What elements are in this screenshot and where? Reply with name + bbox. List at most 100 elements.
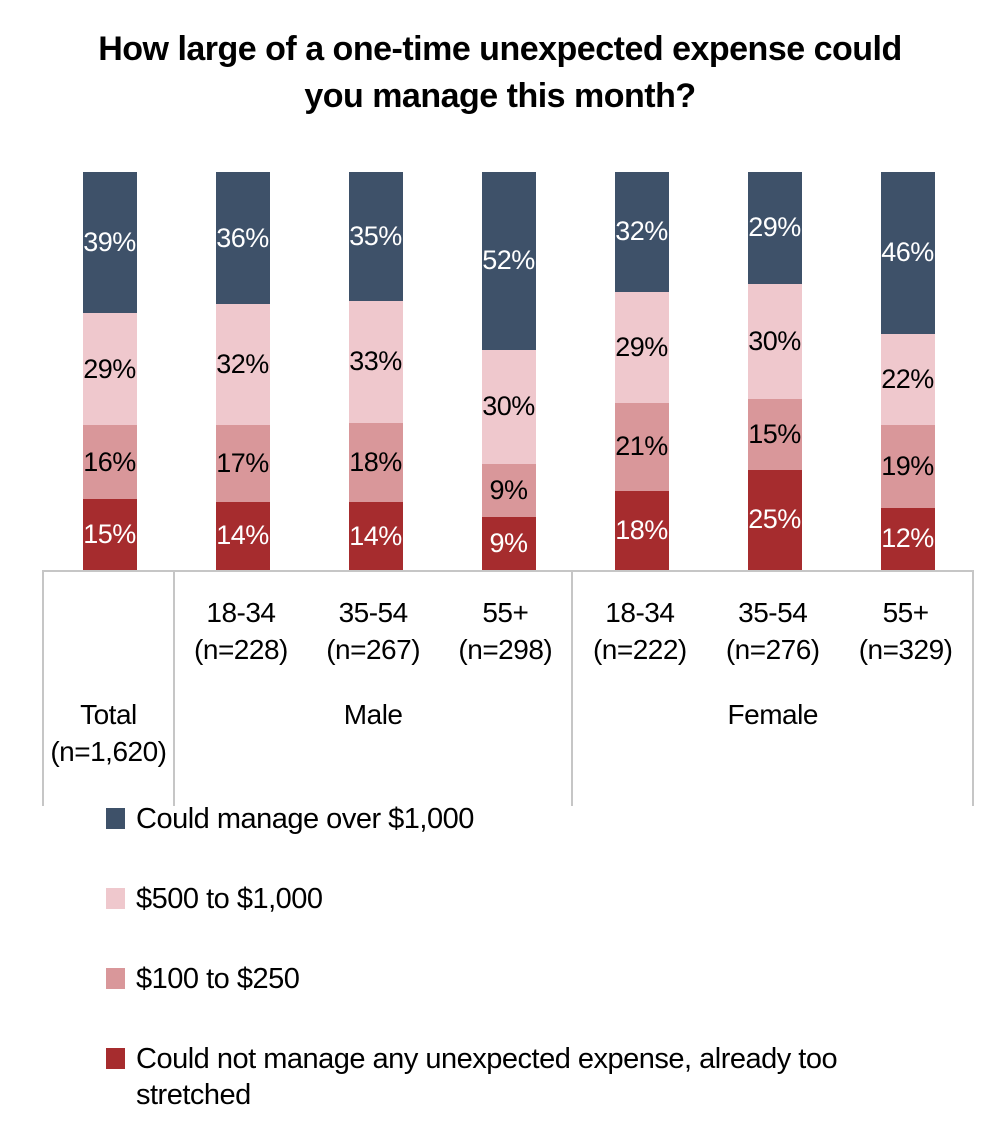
bar-segment-label: 16% [83, 446, 136, 477]
bar-segment: 21% [614, 402, 669, 491]
bar-segment: 29% [82, 313, 137, 426]
axis-label-total-name: Total [80, 699, 137, 730]
bar-segment: 30% [481, 349, 536, 464]
bar-segment: 14% [215, 501, 270, 570]
axis-column-total: Total (n=1,620) [44, 572, 175, 806]
category-axis-table: Total (n=1,620) 18-34 (n=228) 35-54 (n=2… [42, 570, 974, 806]
bar-segment-label: 29% [748, 212, 801, 243]
bar-segment-label: 18% [349, 447, 402, 478]
bar-segment-label: 9% [489, 474, 528, 505]
bar-segment-label: 19% [881, 451, 934, 482]
stacked-bar: 39% 29% 16% 15% [82, 172, 137, 571]
bar-segment-label: 30% [748, 325, 801, 356]
bar-segment: 9% [481, 463, 536, 517]
bar-segment-label: 52% [482, 245, 535, 276]
bar-segment-label: 29% [615, 331, 668, 362]
axis-label-male-35-54: 35-54 (n=267) [326, 597, 421, 665]
bar-segment-label: 14% [216, 520, 269, 551]
axis-column-male: 18-34 (n=228) 35-54 (n=267) 55+ (n=298) … [175, 572, 574, 806]
axis-age-row-male: 18-34 (n=228) 35-54 (n=267) 55+ (n=298) [175, 594, 572, 668]
bar-segment-label: 15% [748, 418, 801, 449]
bar-segment: 30% [747, 283, 802, 399]
bar-segment-label: 36% [216, 222, 269, 253]
stacked-bar: 52% 30% 9% 9% [481, 172, 536, 570]
legend-item-label: $500 to $1,000 [136, 883, 323, 915]
bar-segment-label: 25% [748, 504, 801, 535]
bar-segment-label: 30% [482, 391, 535, 422]
bar-segment: 18% [614, 490, 669, 570]
bar-segment: 52% [481, 172, 536, 350]
bar-segment-label: 18% [615, 514, 668, 545]
legend-swatch-icon [106, 888, 125, 909]
bar-segment-label: 12% [881, 523, 934, 554]
bar-segment-label: 32% [615, 216, 668, 247]
legend-item-500-to-1000: $500 to $1,000 [106, 881, 884, 961]
axis-label-female-35-54: 35-54 (n=276) [725, 597, 820, 665]
axis-age-row-female: 18-34 (n=222) 35-54 (n=276) 55+ (n=329) [573, 594, 972, 668]
legend-item-label: $100 to $250 [136, 963, 300, 995]
bar-segment: 39% [82, 172, 137, 314]
legend-item-label: Could manage over $1,000 [136, 803, 474, 835]
bar-segment-label: 35% [349, 220, 402, 251]
stacked-bar: 36% 32% 17% 14% [215, 172, 270, 570]
bar-column: 29% 30% 15% 25% [708, 172, 841, 570]
bar-segment: 36% [215, 172, 270, 305]
bar-segment: 16% [82, 425, 137, 500]
axis-label-male-group: Male [343, 699, 403, 730]
legend-swatch-icon [106, 1048, 125, 1069]
axis-label-female-group: Female [727, 699, 819, 730]
bar-segment: 19% [880, 425, 935, 508]
stacked-bar: 32% 29% 21% 18% [614, 172, 669, 570]
bar-chart-plot-area: 39% 29% 16% 15% 36% 32% 17% 14% 35% 33% 18% 14% 52% 3… [43, 172, 974, 571]
bar-segment-label: 21% [615, 431, 668, 462]
bar-column: 52% 30% 9% 9% [442, 172, 575, 570]
axis-label-female-55plus: 55+ (n=329) [858, 597, 953, 665]
legend-item-label: Could not manage any unexpected expense,… [136, 1043, 838, 1111]
axis-label-total-n: (n=1,620) [50, 736, 167, 767]
bar-segment-label: 22% [881, 363, 934, 394]
bar-segment: 25% [747, 469, 802, 570]
legend: Could manage over $1,000 $500 to $1,000 … [106, 801, 884, 1121]
bar-segment: 32% [215, 304, 270, 426]
bar-segment-label: 9% [489, 527, 528, 558]
bar-segment: 29% [747, 172, 802, 284]
bar-column: 32% 29% 21% 18% [575, 172, 708, 570]
legend-swatch-icon [106, 808, 125, 829]
bar-segment: 9% [481, 516, 536, 570]
bar-segment-label: 46% [881, 237, 934, 268]
bar-segment-label: 32% [216, 349, 269, 380]
bar-segment: 15% [747, 398, 802, 470]
chart-title: How large of a one-time unexpected expen… [0, 26, 1000, 120]
bar-segment: 46% [880, 172, 935, 334]
bar-segment: 35% [348, 172, 403, 301]
axis-label-male-18-34: 18-34 (n=228) [194, 597, 288, 665]
bar-segment: 14% [348, 502, 403, 570]
stacked-bar: 29% 30% 15% 25% [747, 172, 802, 570]
axis-label-female-18-34: 18-34 (n=222) [592, 597, 687, 665]
bar-segment: 32% [614, 172, 669, 292]
bar-segment-label: 33% [349, 346, 402, 377]
legend-item-100-to-250: $100 to $250 [106, 961, 884, 1041]
bar-segment-label: 17% [216, 448, 269, 479]
axis-column-female: 18-34 (n=222) 35-54 (n=276) 55+ (n=329) … [573, 572, 972, 806]
bar-segment-label: 39% [83, 227, 136, 258]
stacked-bar: 46% 22% 19% 12% [880, 172, 935, 570]
bar-segment: 29% [614, 291, 669, 403]
stacked-bar: 35% 33% 18% 14% [348, 172, 403, 570]
bar-segment: 15% [82, 499, 137, 571]
legend-item-over-1000: Could manage over $1,000 [106, 801, 884, 881]
bar-column: 35% 33% 18% 14% [309, 172, 442, 570]
bar-segment-label: 14% [349, 520, 402, 551]
bar-segment: 12% [880, 507, 935, 570]
bar-segment-label: 29% [83, 353, 136, 384]
bar-segment-label: 15% [83, 519, 136, 550]
bar-segment: 17% [215, 425, 270, 502]
legend-swatch-icon [106, 968, 125, 989]
chart-title-text: How large of a one-time unexpected expen… [98, 30, 902, 115]
bar-segment: 18% [348, 423, 403, 503]
axis-label-total: Total (n=1,620) [44, 696, 173, 770]
bar-column: 39% 29% 16% 15% [43, 172, 176, 571]
legend-item-could-not-manage: Could not manage any unexpected expense,… [106, 1041, 884, 1121]
axis-label-male-55plus: 55+ (n=298) [458, 597, 553, 665]
bar-segment: 22% [880, 333, 935, 426]
